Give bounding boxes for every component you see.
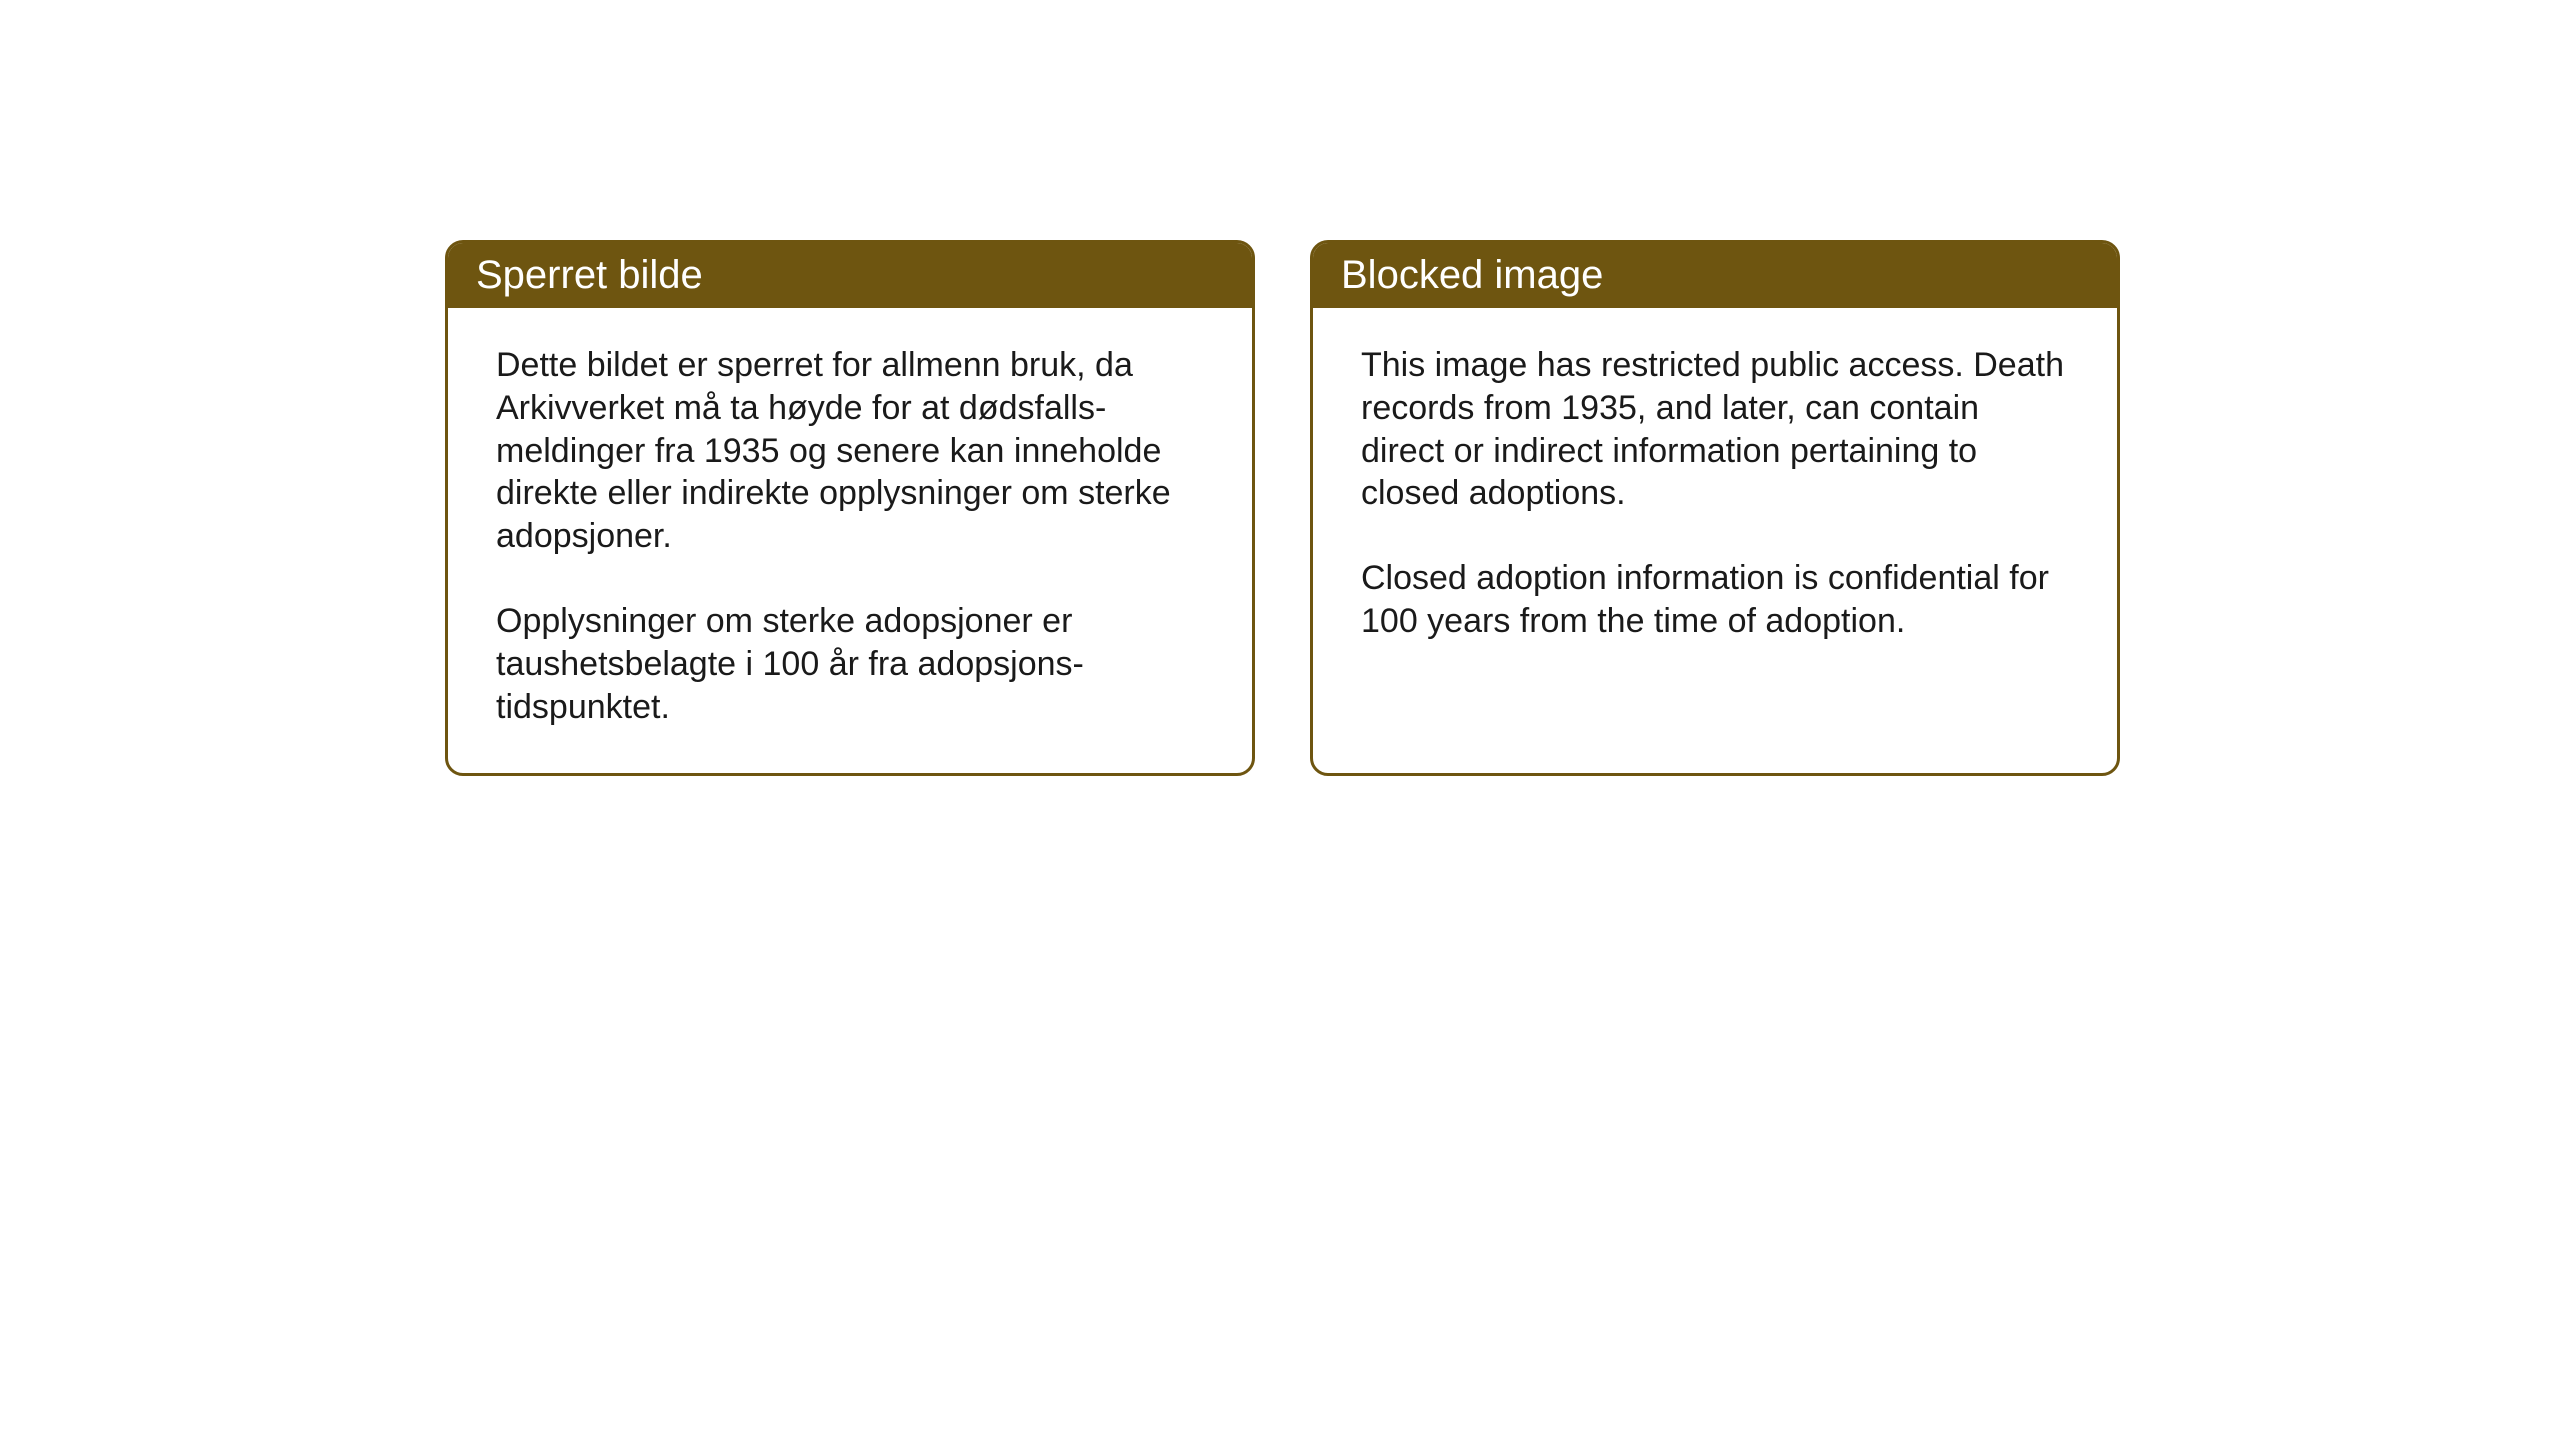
card-body-norwegian: Dette bildet er sperret for allmenn bruk…	[448, 308, 1252, 773]
card-paragraph-english-2: Closed adoption information is confident…	[1361, 557, 2069, 643]
card-title-norwegian: Sperret bilde	[476, 253, 703, 297]
card-header-norwegian: Sperret bilde	[448, 243, 1252, 308]
card-body-english: This image has restricted public access.…	[1313, 308, 2117, 748]
card-paragraph-norwegian-1: Dette bildet er sperret for allmenn bruk…	[496, 344, 1204, 558]
notice-container: Sperret bilde Dette bildet er sperret fo…	[445, 240, 2120, 776]
card-header-english: Blocked image	[1313, 243, 2117, 308]
card-paragraph-norwegian-2: Opplysninger om sterke adopsjoner er tau…	[496, 600, 1204, 728]
card-title-english: Blocked image	[1341, 253, 1603, 297]
notice-card-english: Blocked image This image has restricted …	[1310, 240, 2120, 776]
card-paragraph-english-1: This image has restricted public access.…	[1361, 344, 2069, 515]
notice-card-norwegian: Sperret bilde Dette bildet er sperret fo…	[445, 240, 1255, 776]
